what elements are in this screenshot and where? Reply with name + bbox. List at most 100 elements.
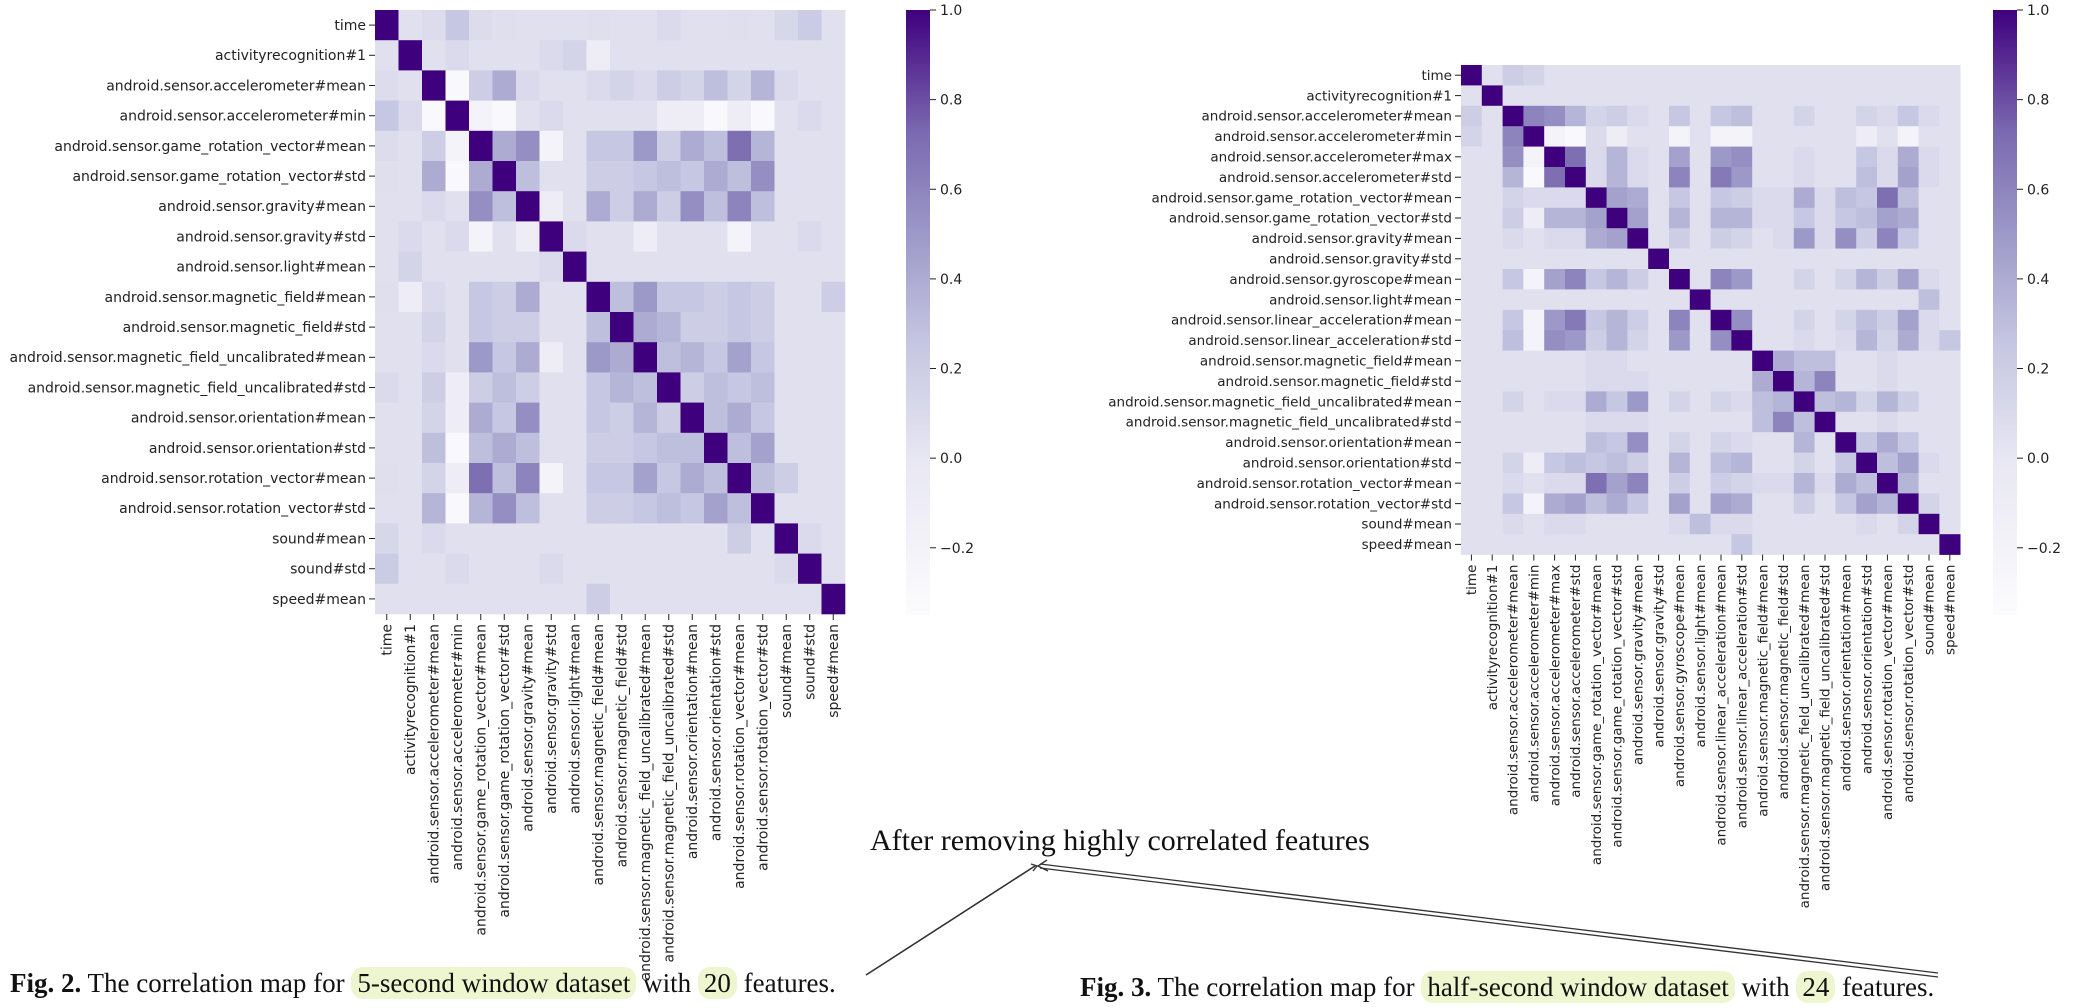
heatmap-cell <box>1731 187 1753 209</box>
heatmap-cell <box>398 161 423 192</box>
heatmap-cell <box>610 161 634 192</box>
heatmap-cell <box>1897 534 1919 555</box>
heatmap-cell <box>774 70 799 101</box>
heatmap-cell <box>398 100 423 132</box>
heatmap-cell <box>1752 65 1774 86</box>
heatmap-cell <box>1835 126 1857 147</box>
heatmap-cell <box>751 523 775 554</box>
heatmap-cell <box>1502 126 1524 147</box>
y-tick-label: android.sensor.rotation_vector#std <box>1214 496 1452 512</box>
heatmap-cell <box>1627 269 1649 290</box>
heatmap-cell <box>1897 167 1919 188</box>
heatmap-cell <box>1689 432 1711 453</box>
heatmap-cell <box>1710 248 1732 270</box>
heatmap-cell <box>422 312 446 343</box>
heatmap-cell <box>633 161 658 192</box>
caption-fig3-pre: The correlation map for <box>1157 972 1415 1002</box>
heatmap-cell <box>1752 493 1774 515</box>
heatmap-cell <box>1814 473 1836 494</box>
heatmap-cell <box>1897 350 1919 372</box>
heatmap-cell <box>798 70 822 101</box>
heatmap-cell <box>1793 350 1815 372</box>
heatmap-cell <box>1897 269 1919 290</box>
heatmap-cell <box>375 191 399 222</box>
heatmap-cell <box>1918 432 1940 453</box>
heatmap-cell <box>398 130 423 162</box>
heatmap-cell <box>1897 309 1919 331</box>
heatmap-cell <box>422 100 446 132</box>
heatmap-cell <box>1793 228 1815 249</box>
heatmap-cell <box>1565 391 1587 413</box>
heatmap-cell <box>1481 371 1503 392</box>
y-tick-label: sound#mean <box>1361 517 1452 533</box>
heatmap-cell <box>704 161 728 192</box>
heatmap-cell <box>586 312 611 343</box>
heatmap-cell <box>1502 350 1524 372</box>
heatmap-cell <box>1918 452 1940 474</box>
heatmap-cell <box>445 40 470 71</box>
heatmap-cell <box>539 221 564 252</box>
heatmap-cell <box>1752 411 1774 433</box>
heatmap-cell <box>1565 85 1587 107</box>
heatmap-cell <box>1773 350 1795 372</box>
heatmap-cell <box>1773 126 1795 147</box>
heatmap-cell <box>1918 207 1940 229</box>
heatmap-cell <box>1648 309 1670 331</box>
heatmap-cell <box>422 130 446 162</box>
heatmap-cell <box>445 251 470 283</box>
heatmap-cell <box>1773 146 1795 168</box>
heatmap-cell <box>1565 126 1587 147</box>
heatmap-cell <box>445 493 470 524</box>
heatmap-cell <box>751 251 775 283</box>
heatmap-cell <box>586 432 611 464</box>
heatmap-cell <box>1502 289 1524 311</box>
heatmap-cell <box>1897 432 1919 453</box>
heatmap-cell <box>1835 432 1857 453</box>
heatmap-cell <box>516 130 540 162</box>
heatmap-cell <box>1461 167 1483 188</box>
heatmap-cell <box>398 553 423 585</box>
heatmap-cell <box>586 221 611 252</box>
heatmap-cell <box>610 100 634 132</box>
heatmap-cell <box>1835 289 1857 311</box>
heatmap-cell <box>398 70 423 101</box>
heatmap-cell <box>751 10 775 41</box>
heatmap-cell <box>1814 309 1836 331</box>
heatmap-cell <box>1544 330 1566 351</box>
heatmap-cell <box>1689 391 1711 413</box>
heatmap-cell <box>1793 248 1815 270</box>
heatmap-cell <box>586 281 611 313</box>
heatmap-cell <box>1856 391 1878 413</box>
heatmap-cell <box>704 100 728 132</box>
heatmap-cell <box>1773 65 1795 86</box>
heatmap-cell <box>1897 473 1919 494</box>
heatmap-cell <box>1627 513 1649 535</box>
heatmap-cell <box>469 493 493 524</box>
heatmap-cell <box>492 493 517 524</box>
x-tick-label: android.sensor.orientation#mean <box>685 624 701 859</box>
heatmap-cell <box>610 312 634 343</box>
heatmap-cell <box>422 463 446 494</box>
heatmap-cell <box>1627 432 1649 453</box>
heatmap-cell <box>1710 228 1732 249</box>
heatmap-cell <box>586 251 611 283</box>
heatmap-cell <box>1481 534 1503 555</box>
heatmap-cell <box>1793 289 1815 311</box>
heatmap-cell <box>375 342 399 373</box>
heatmap-cell <box>1461 146 1483 168</box>
y-tick-label: android.sensor.gravity#mean <box>1252 231 1452 247</box>
arrow-to-fig3-b <box>1039 867 1939 978</box>
heatmap-cell <box>1669 452 1691 474</box>
heatmap-cell <box>1939 513 1961 535</box>
heatmap-cell <box>680 463 705 494</box>
heatmap-cell <box>1835 493 1857 515</box>
y-tick-label: android.sensor.accelerometer#min <box>120 109 366 125</box>
heatmap-cell <box>1918 228 1940 249</box>
heatmap-cell <box>1585 534 1607 555</box>
heatmap-cell <box>1939 207 1961 229</box>
heatmap-cell <box>704 312 728 343</box>
heatmap-cell <box>1731 207 1753 229</box>
heatmap-cell <box>1669 493 1691 515</box>
heatmap-cell <box>1710 493 1732 515</box>
heatmap-cell <box>1689 350 1711 372</box>
